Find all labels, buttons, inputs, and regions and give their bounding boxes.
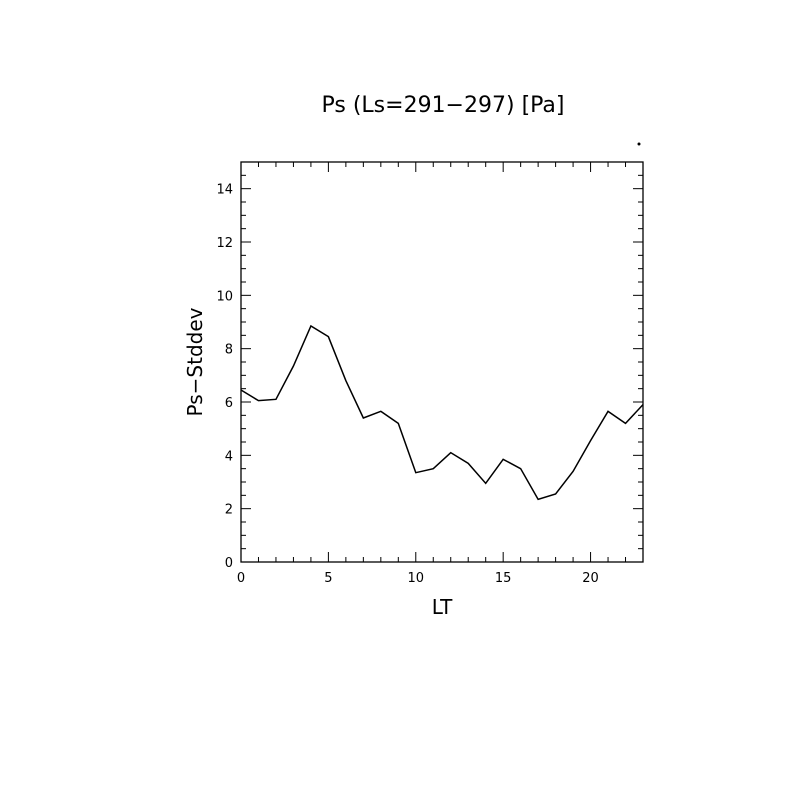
y-tick-label: 14 [216,183,233,198]
y-tick-label: 10 [216,289,233,304]
x-tick-label: 20 [582,571,599,586]
x-tick-label: 15 [495,571,512,586]
x-tick-label: 0 [237,571,245,586]
y-tick-label: 12 [216,236,233,251]
y-axis-label: Ps−Stddev [183,307,207,416]
x-axis-label: LT [432,595,453,619]
x-tick-label: 10 [408,571,425,586]
y-tick-label: 0 [225,556,233,571]
y-tick-label: 4 [225,449,233,464]
y-tick-label: 8 [225,343,233,358]
y-tick-label: 2 [225,503,233,518]
axis-ticks [240,161,644,563]
x-tick-label: 5 [324,571,332,586]
chart-title: Ps (Ls=291−297) [Pa] [322,93,565,118]
y-tick-label: 6 [225,396,233,411]
tick-labels: 0 5 10 15 20 0 2 4 6 8 10 12 14 [216,183,598,586]
corner-dot [637,142,641,146]
plot-frame [240,161,644,563]
series-line [240,324,644,501]
